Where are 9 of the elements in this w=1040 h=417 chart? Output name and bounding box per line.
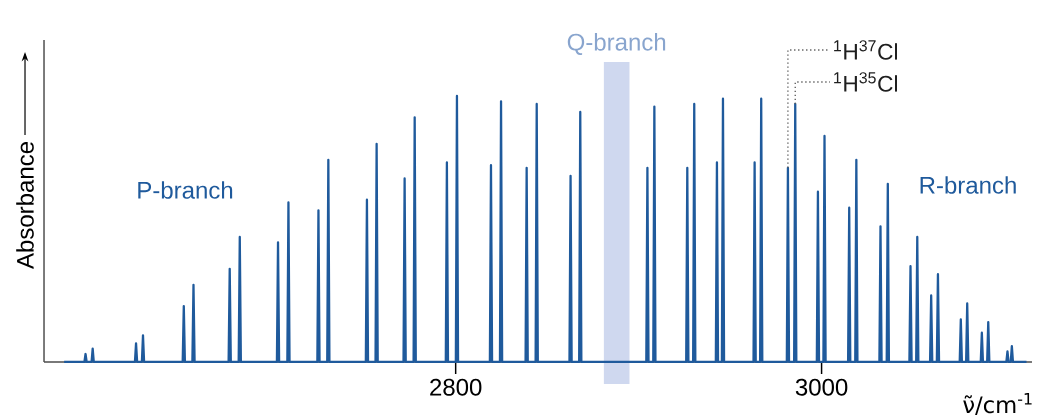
annotation: R-branch	[920, 176, 1016, 194]
band-label: Q-branch	[567, 33, 666, 55]
x-axis-title: ν̃/cm$^{-1}$	[963, 392, 1032, 416]
annotation: $^{1}$H$^{35}$Cl	[834, 72, 897, 92]
annotation: $^{1}$H$^{37}$Cl	[834, 40, 897, 60]
x-tick-label: 2800	[430, 378, 482, 396]
annotation: P-branch	[138, 181, 233, 199]
x-tick-label: 3000	[795, 378, 848, 396]
y-axis-title: Absorbance	[16, 142, 34, 269]
